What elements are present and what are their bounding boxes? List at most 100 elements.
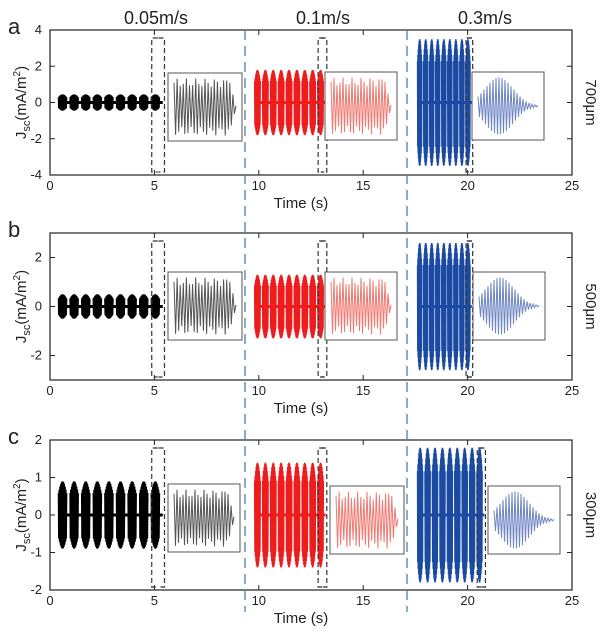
speed-label-1: 0.1m/s — [296, 8, 350, 28]
side-label: 700μm — [582, 79, 599, 125]
signal-pulse — [309, 69, 317, 136]
y-tick-label: -2 — [30, 348, 42, 363]
y-tick-label: 1 — [35, 470, 42, 485]
signal-pulse — [92, 94, 103, 111]
signal-pulse — [440, 242, 447, 371]
x-tick-label: 0 — [46, 593, 53, 608]
series-0.3-mps — [416, 447, 561, 588]
inset-signal — [330, 77, 392, 135]
speed-label-0: 0.05m/s — [124, 8, 188, 28]
x-tick-label: 20 — [460, 593, 474, 608]
zoom-bracket-right — [158, 447, 166, 588]
signal-pulse — [104, 294, 114, 319]
zoom-bracket-left — [151, 37, 158, 173]
side-label: 300μm — [582, 492, 599, 538]
y-tick-label: 0 — [35, 95, 42, 110]
x-tick-label: 10 — [252, 383, 266, 398]
signal-pulse — [253, 69, 261, 136]
signal-pulse — [253, 462, 261, 568]
signal-pulse — [127, 294, 137, 319]
y-axis-label: Jsc(mA/m2) — [12, 478, 33, 551]
signal-pulse — [150, 481, 161, 549]
signal-pulse — [293, 69, 301, 136]
zoom-bracket-left — [151, 240, 158, 378]
signal-pulse — [453, 242, 459, 371]
signal-pulse — [138, 294, 149, 319]
inset-signal — [173, 277, 237, 335]
x-tick-label: 15 — [356, 383, 370, 398]
signal-pulse — [69, 294, 79, 319]
signal-pulse — [277, 462, 285, 568]
signal-pulse — [92, 294, 103, 319]
x-tick-label: 10 — [252, 593, 266, 608]
x-tick-label: 0 — [46, 383, 53, 398]
panel-b: 0 5 10 15 20 25 -2 0 2 Time (s) Jsc(mA/m2) b 500μm — [8, 217, 599, 417]
signal-pulse — [80, 294, 91, 319]
zoom-bracket-right — [158, 37, 166, 173]
signal-pulse — [138, 481, 149, 549]
signal-pulse — [434, 39, 441, 166]
panel-label: a — [8, 14, 21, 39]
x-axis-label: Time (s) — [274, 610, 328, 627]
speed-dividers — [244, 30, 408, 612]
signal-pulse — [476, 447, 483, 583]
signal-pulse — [150, 94, 161, 111]
inset-signal — [478, 277, 540, 335]
series-0.3-mps — [416, 37, 545, 173]
signal-pulse — [80, 94, 91, 111]
y-tick-label: 0 — [35, 507, 42, 522]
signal-pulse — [428, 39, 435, 166]
signal-pulse — [431, 447, 439, 583]
signal-pulse — [261, 462, 269, 568]
signal-pulse — [309, 462, 317, 568]
signal-pulse — [453, 447, 461, 583]
signal-pulse — [446, 242, 453, 371]
signal-pulse — [428, 242, 435, 371]
signal-pulse — [104, 94, 114, 111]
y-tick-label: 2 — [35, 432, 42, 447]
signal-pulse — [446, 39, 453, 166]
signal-pulse — [57, 481, 68, 549]
x-tick-label: 5 — [151, 593, 158, 608]
signal-pulse — [57, 94, 68, 111]
inset-signal — [477, 77, 539, 135]
x-axis-label: Time (s) — [274, 400, 328, 417]
panel-label: c — [8, 424, 19, 449]
signal-pulse — [416, 447, 424, 583]
inset-signal — [493, 491, 555, 549]
x-tick-label: 20 — [460, 383, 474, 398]
signal-pulse — [301, 274, 309, 339]
y-tick-label: 4 — [35, 22, 42, 37]
signal-pulse — [127, 94, 137, 111]
x-tick-label: 15 — [356, 178, 370, 193]
y-tick-label: 0 — [35, 299, 42, 314]
inset-signal — [335, 491, 399, 549]
y-tick-label: -4 — [30, 167, 42, 182]
series-0.1-mps — [253, 37, 398, 173]
y-tick-label: -1 — [30, 545, 42, 560]
panel-label: b — [8, 217, 20, 242]
signal-pulse — [127, 481, 137, 549]
zoom-bracket-left — [151, 447, 158, 588]
signal-pulse — [285, 274, 293, 339]
signal-pulse — [440, 39, 447, 166]
signal-pulse — [69, 481, 79, 549]
signal-pulse — [138, 94, 149, 111]
y-axis-label: Jsc(mA/m2) — [12, 270, 33, 343]
signal-pulse — [301, 462, 309, 568]
zoom-bracket-right — [479, 447, 487, 588]
inset-signal — [173, 489, 235, 547]
signal-pulse — [468, 447, 476, 583]
signal-pulse — [269, 69, 277, 136]
signal-pulse — [309, 274, 317, 339]
x-axis-label: Time (s) — [274, 195, 328, 212]
signal-pulse — [57, 294, 68, 319]
x-tick-label: 5 — [151, 178, 158, 193]
signal-pulse — [434, 242, 441, 371]
signal-pulse — [301, 69, 309, 136]
zoom-bracket-right — [158, 240, 166, 378]
y-tick-label: 2 — [35, 58, 42, 73]
signal-pulse — [293, 462, 301, 568]
signal-pulse — [80, 481, 91, 549]
